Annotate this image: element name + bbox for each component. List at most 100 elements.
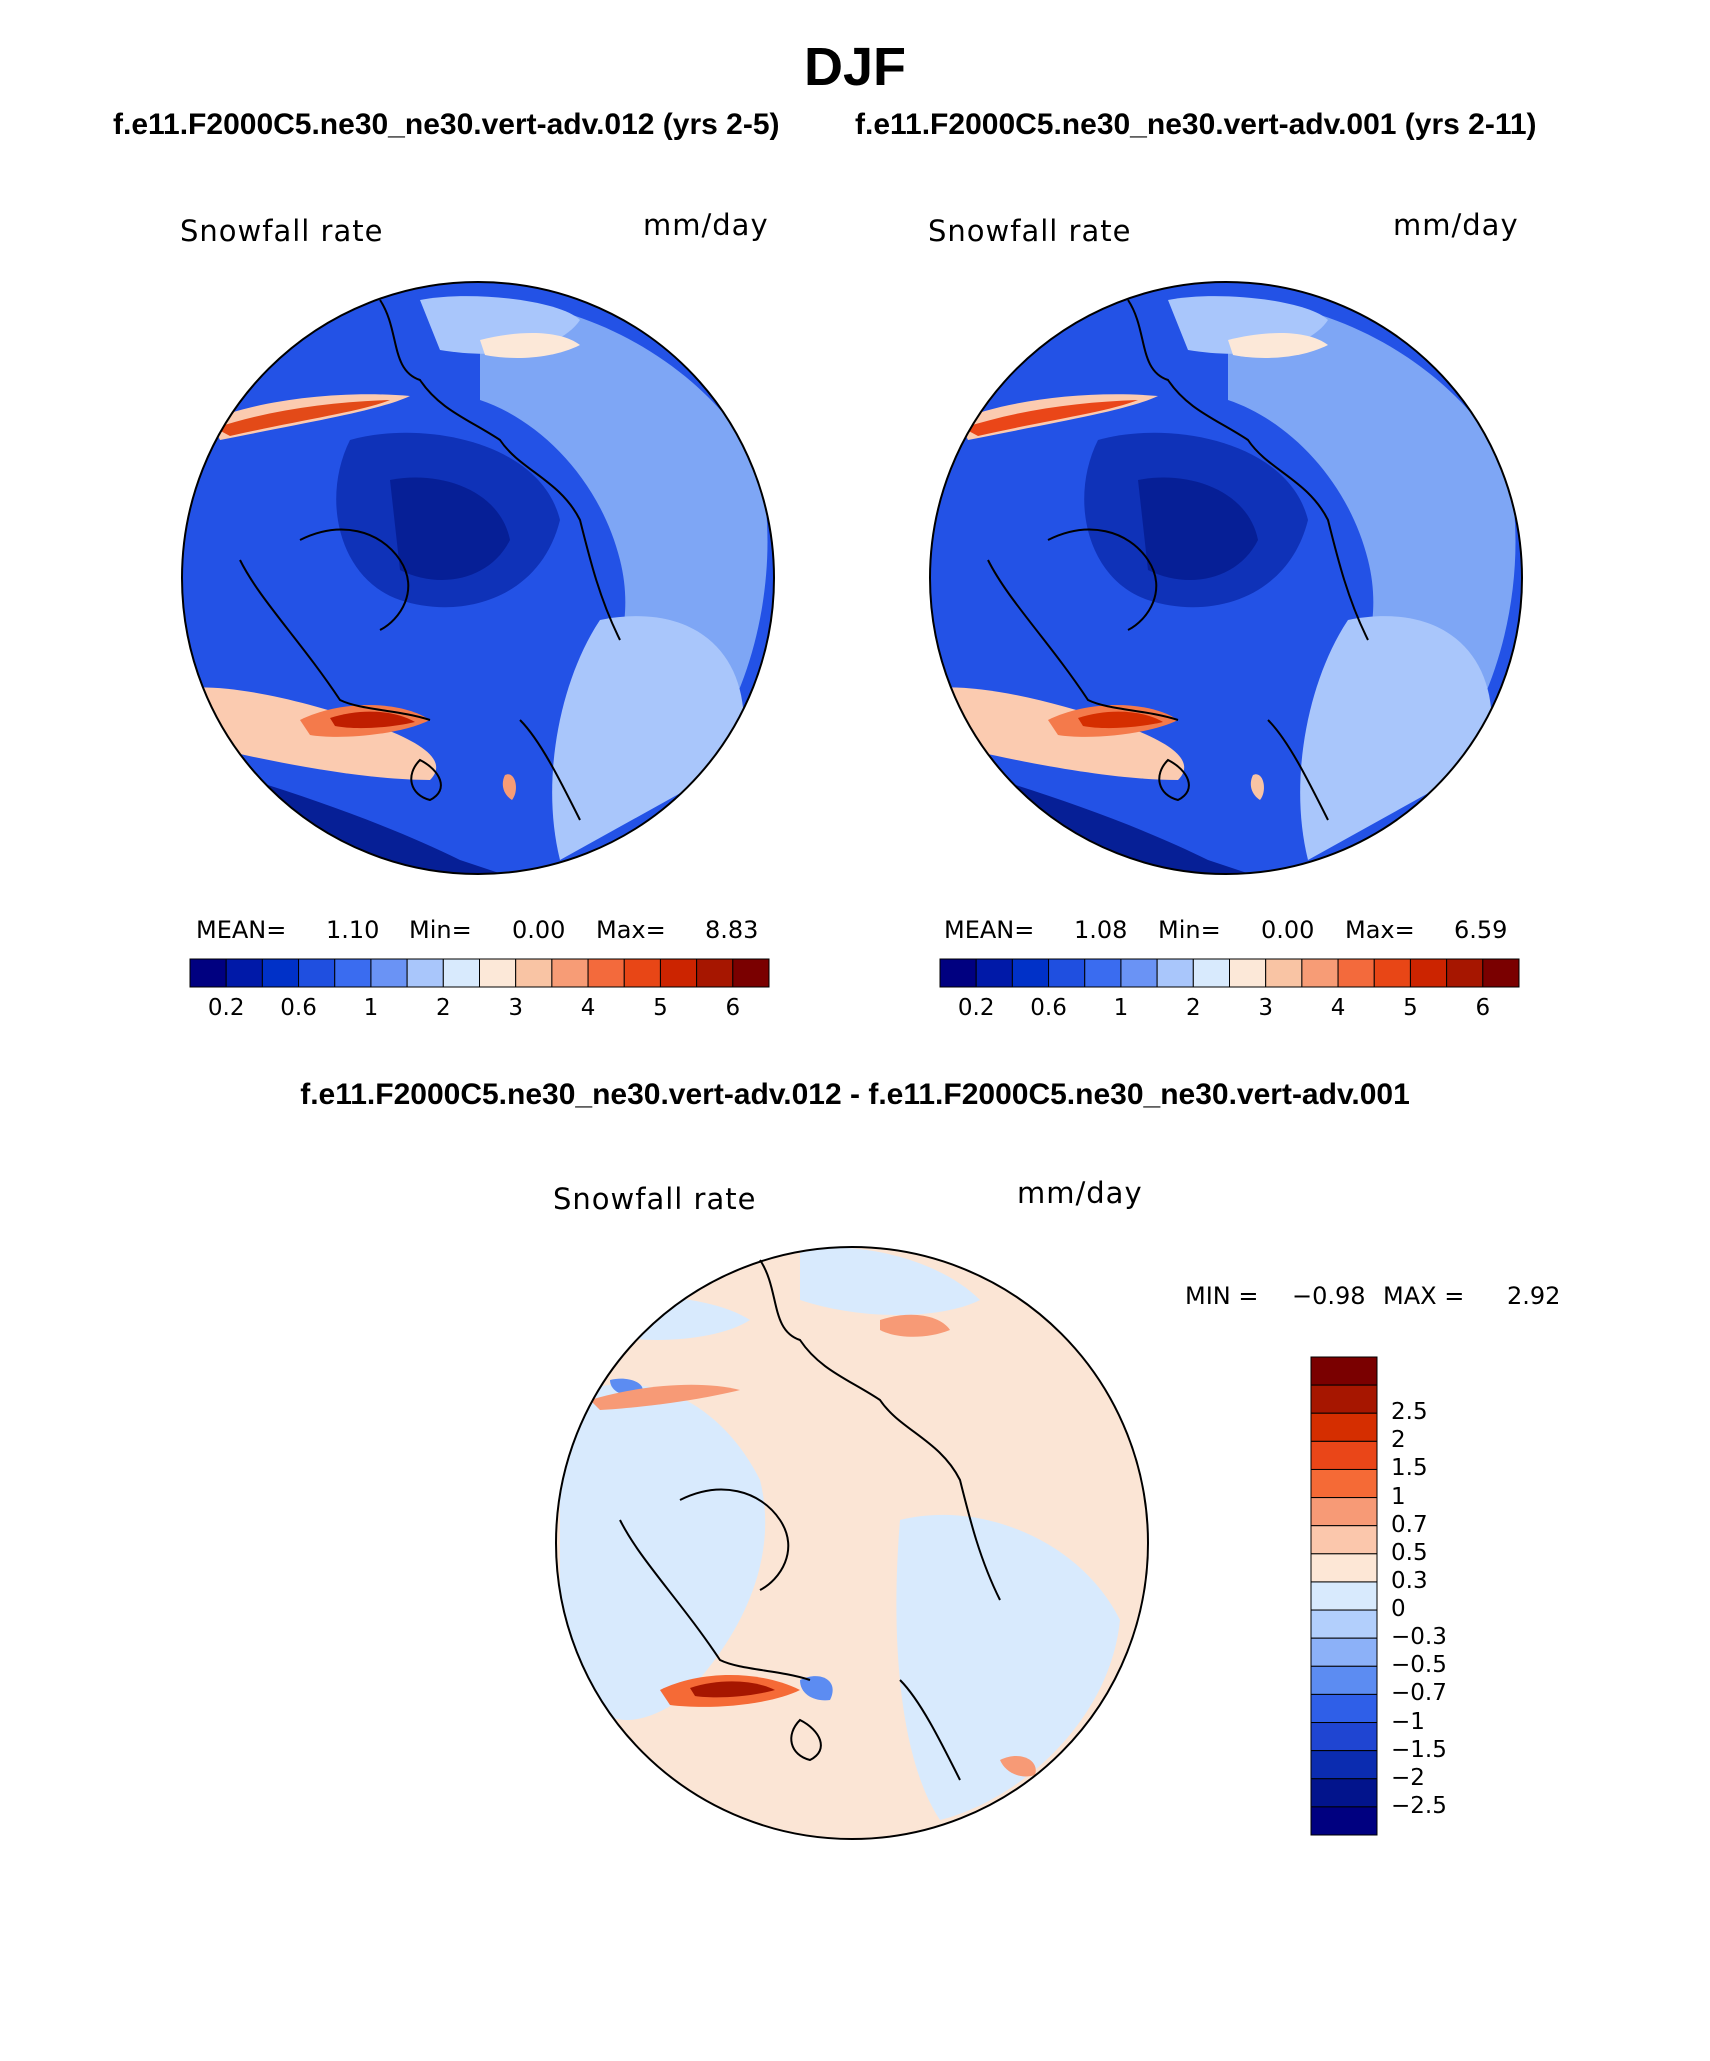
diff-colorbar-swatch bbox=[1310, 1525, 1378, 1555]
diff-colorbar-tick-label: 1.5 bbox=[1391, 1455, 1428, 1482]
right-colorbar-swatch bbox=[1084, 958, 1122, 988]
diff-max-value: 2.92 bbox=[1507, 1282, 1561, 1310]
right-mean-value: 1.08 bbox=[1074, 916, 1128, 944]
left-colorbar-swatch bbox=[587, 958, 625, 988]
diff-colorbar-tick-label: 0.7 bbox=[1391, 1511, 1428, 1538]
left-colorbar-tick-label: 6 bbox=[725, 995, 741, 1021]
diff-colorbar-swatch bbox=[1310, 1440, 1378, 1470]
left-colorbar-tick-label: 2 bbox=[435, 995, 451, 1021]
right-colorbar-swatch bbox=[1011, 958, 1050, 988]
diff-colorbar-swatch bbox=[1310, 1581, 1378, 1611]
right-colorbar bbox=[939, 958, 1520, 988]
diff-units-label: mm/day bbox=[1017, 1176, 1143, 1210]
left-colorbar-tick-label: 4 bbox=[580, 995, 596, 1021]
right-colorbar-tick-label: 3 bbox=[1258, 995, 1273, 1021]
right-colorbar-swatch bbox=[1373, 958, 1411, 988]
left-colorbar-tick-label: 5 bbox=[653, 995, 668, 1021]
diff-colorbar-tick-label: 0 bbox=[1391, 1596, 1406, 1623]
diff-colorbar-tick-label: −0.3 bbox=[1391, 1624, 1447, 1651]
diff-colorbar-tick-label: −0.5 bbox=[1391, 1652, 1447, 1679]
right-snowfall-map bbox=[929, 281, 1523, 875]
diff-colorbar-tick-label: 2 bbox=[1391, 1427, 1406, 1454]
diff-colorbar-swatch bbox=[1310, 1384, 1378, 1414]
left-mean-value: 1.10 bbox=[326, 916, 380, 944]
diff-case-title: f.e11.F2000C5.ne30_ne30.vert-adv.012 - f… bbox=[300, 1078, 1410, 1111]
diff-colorbar-swatch bbox=[1310, 1497, 1378, 1527]
diff-min-value: −0.98 bbox=[1292, 1282, 1366, 1310]
diff-colorbar-swatch bbox=[1310, 1609, 1378, 1639]
right-colorbar-tick-label: 0.6 bbox=[1030, 995, 1067, 1021]
right-colorbar-swatch bbox=[1120, 958, 1158, 988]
right-colorbar-swatch bbox=[1409, 958, 1448, 988]
right-colorbar-swatch bbox=[1265, 958, 1303, 988]
right-colorbar-swatch bbox=[1048, 958, 1086, 988]
left-colorbar-tick-label: 0.2 bbox=[207, 995, 245, 1021]
left-snowfall-map bbox=[181, 281, 775, 875]
right-colorbar-swatch bbox=[1337, 958, 1375, 988]
left-min-label: Min= bbox=[409, 916, 472, 944]
left-colorbar-swatch bbox=[659, 958, 698, 988]
right-colorbar-swatch bbox=[1229, 958, 1267, 988]
left-max-value: 8.83 bbox=[705, 916, 759, 944]
right-colorbar-tick-label: 5 bbox=[1403, 995, 1418, 1021]
left-colorbar-tick-label: 1 bbox=[363, 995, 379, 1021]
right-min-value: 0.00 bbox=[1261, 916, 1315, 944]
diff-snowfall-map bbox=[555, 1246, 1149, 1840]
figure-title: DJF bbox=[803, 37, 906, 97]
left-colorbar-swatch bbox=[370, 958, 408, 988]
right-colorbar-swatch bbox=[975, 958, 1013, 988]
diff-colorbar-swatch bbox=[1310, 1722, 1378, 1752]
right-min-label: Min= bbox=[1158, 916, 1221, 944]
left-colorbar-swatch bbox=[261, 958, 300, 988]
diff-colorbar-tick-label: −2 bbox=[1391, 1764, 1425, 1791]
left-mean-label: MEAN= bbox=[196, 916, 287, 944]
diff-colorbar-tick-label: 0.5 bbox=[1391, 1539, 1428, 1566]
diff-colorbar-swatch bbox=[1310, 1412, 1378, 1442]
diff-colorbar-swatch bbox=[1310, 1468, 1378, 1499]
left-units-label: mm/day bbox=[643, 208, 769, 242]
left-min-value: 0.00 bbox=[512, 916, 566, 944]
left-colorbar-swatch bbox=[479, 958, 517, 988]
diff-colorbar-swatch bbox=[1310, 1637, 1378, 1667]
left-colorbar-swatch bbox=[334, 958, 372, 988]
diff-colorbar-tick-label: −1 bbox=[1391, 1708, 1425, 1735]
right-colorbar-tick-label: 6 bbox=[1475, 995, 1491, 1021]
diff-colorbar-tick-label: 2.5 bbox=[1391, 1399, 1428, 1426]
left-case-title: f.e11.F2000C5.ne30_ne30.vert-adv.012 (yr… bbox=[113, 108, 780, 141]
diff-colorbar-swatch bbox=[1310, 1693, 1378, 1724]
left-colorbar-swatch bbox=[298, 958, 336, 988]
diff-colorbar bbox=[1310, 1356, 1378, 1836]
diff-max-label: MAX = bbox=[1383, 1282, 1465, 1310]
right-colorbar-tick-label: 0.2 bbox=[957, 995, 995, 1021]
diff-min-label: MIN = bbox=[1185, 1282, 1259, 1310]
right-max-label: Max= bbox=[1345, 916, 1415, 944]
diff-colorbar-swatch bbox=[1310, 1806, 1378, 1836]
left-variable-label: Snowfall rate bbox=[180, 214, 384, 248]
right-variable-label: Snowfall rate bbox=[928, 214, 1132, 248]
right-colorbar-swatch bbox=[1192, 958, 1230, 988]
left-colorbar-swatch bbox=[189, 958, 227, 988]
left-colorbar-swatch bbox=[732, 958, 770, 988]
diff-colorbar-swatch bbox=[1310, 1553, 1378, 1583]
right-case-title: f.e11.F2000C5.ne30_ne30.vert-adv.001 (yr… bbox=[855, 108, 1537, 141]
left-colorbar-swatch bbox=[406, 958, 444, 988]
left-colorbar-swatch bbox=[551, 958, 589, 988]
right-colorbar-tick-label: 4 bbox=[1330, 995, 1346, 1021]
right-units-label: mm/day bbox=[1393, 208, 1519, 242]
right-max-value: 6.59 bbox=[1454, 916, 1508, 944]
right-colorbar-swatch bbox=[1156, 958, 1194, 988]
left-colorbar-swatch bbox=[623, 958, 661, 988]
left-colorbar-swatch bbox=[225, 958, 263, 988]
left-colorbar-swatch bbox=[515, 958, 553, 988]
left-max-label: Max= bbox=[596, 916, 666, 944]
left-colorbar-tick-label: 0.6 bbox=[280, 995, 317, 1021]
diff-colorbar-swatch bbox=[1310, 1356, 1378, 1386]
diff-colorbar-tick-label: −1.5 bbox=[1391, 1736, 1447, 1763]
diff-colorbar-swatch bbox=[1310, 1665, 1378, 1695]
left-colorbar-swatch bbox=[696, 958, 734, 988]
diff-colorbar-tick-label: 0.3 bbox=[1391, 1567, 1428, 1594]
left-colorbar bbox=[189, 958, 770, 988]
right-colorbar-swatch bbox=[1446, 958, 1484, 988]
diff-colorbar-tick-label: 1 bbox=[1391, 1483, 1406, 1510]
